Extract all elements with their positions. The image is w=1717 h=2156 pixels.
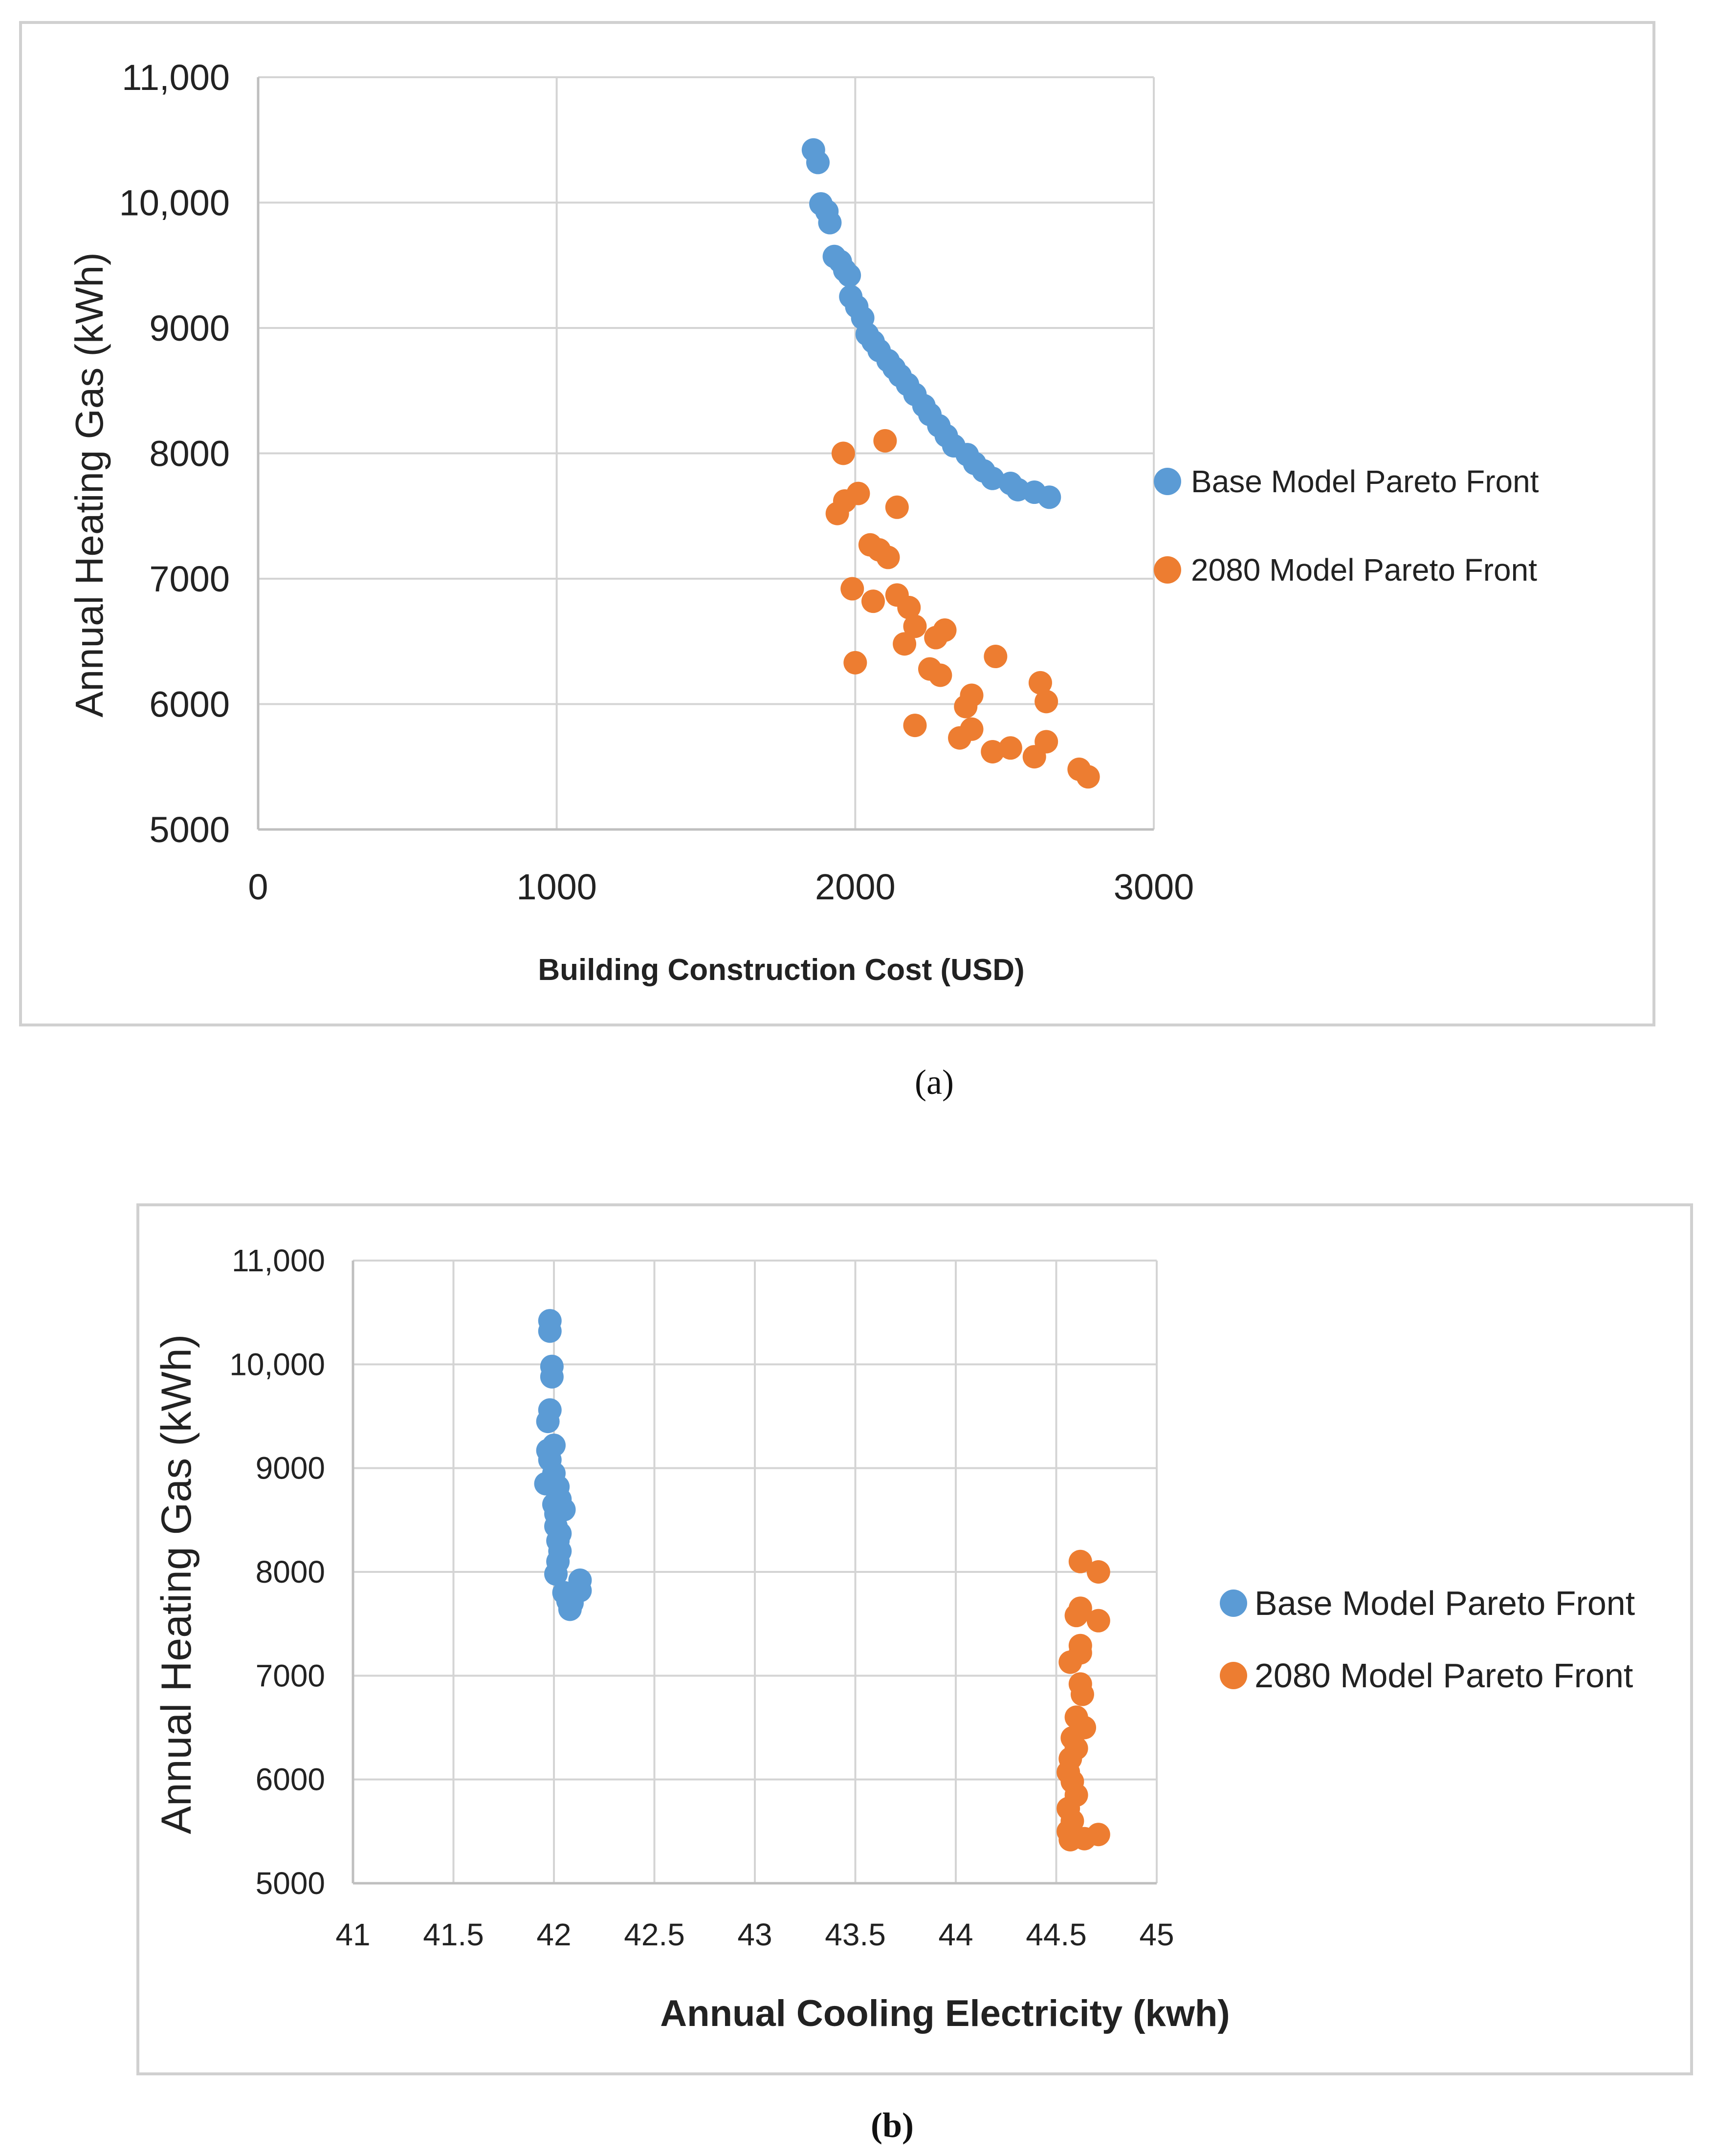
panel-a-y-tick-label: 10,000	[119, 183, 230, 223]
panel-a-point-2080	[903, 714, 927, 738]
panel-b-y-tick-label: 7000	[256, 1658, 325, 1693]
panel-b-x-axis-title: Annual Cooling Electricity (kwh)	[660, 1993, 1230, 2034]
panel-a-y-tick-label: 11,000	[122, 57, 230, 98]
panel-b-gridlines	[352, 1260, 1158, 1885]
panel-b-legend-label-2080: 2080 Model Pareto Front	[1255, 1656, 1633, 1695]
panel-a-legend-label-base: Base Model Pareto Front	[1191, 464, 1539, 499]
panel-a-point-2080	[998, 736, 1022, 760]
panel-b-point-base	[538, 1319, 562, 1343]
panel-a-point-2080	[933, 618, 957, 642]
panel-a-point-2080	[831, 441, 855, 465]
panel-a-legend-label-2080: 2080 Model Pareto Front	[1191, 552, 1537, 588]
panel-b-point-2080	[1070, 1682, 1094, 1706]
panel-b-point-2080	[1086, 1823, 1110, 1847]
panel-b-point-2080	[1086, 1560, 1110, 1584]
panel-b-point-2080	[1086, 1609, 1110, 1633]
panel-a-point-2080	[1076, 765, 1100, 789]
panel-a-point-base	[837, 263, 861, 287]
panel-b-legend-marker-base	[1220, 1590, 1247, 1617]
panel-a-point-2080	[1035, 730, 1058, 754]
panel-a-point-2080	[928, 663, 952, 687]
panel-b-y-tick-label: 10,000	[229, 1347, 325, 1382]
panel-a-y-tick-label: 8000	[149, 434, 230, 474]
panel-b-x-tick-label: 41	[335, 1917, 370, 1952]
panel-b-x-tick-label: 43.5	[825, 1917, 886, 1952]
panel-b-point-base	[558, 1597, 582, 1621]
panel-a-point-base	[1037, 485, 1061, 509]
panel-b-point-base	[540, 1365, 564, 1389]
panel-a-point-2080	[846, 481, 870, 505]
panel-a-y-ticks: 5000 6000 7000 8000 9000 10,000 11,000	[119, 57, 230, 850]
panel-a-legend-marker-base	[1154, 468, 1181, 495]
panel-b-y-tick-label: 9000	[256, 1451, 325, 1486]
panel-a-chart: 5000 6000 7000 8000 9000 10,000 11,000 0 1000 20…	[19, 21, 1655, 1026]
panel-a-legend-marker-2080	[1154, 556, 1181, 584]
panel-b-point-2080	[1064, 1604, 1088, 1628]
panel-a-point-base	[806, 151, 830, 174]
panel-a-point-2080	[903, 614, 927, 638]
panel-b-x-ticks: 41 41.5 42 42.5 43 43.5 44 44.5 45	[335, 1917, 1174, 1952]
panel-b-y-tick-label: 6000	[256, 1762, 325, 1797]
panel-b-point-2080	[1068, 1549, 1092, 1573]
panel-a-gridlines	[257, 76, 1155, 831]
panel-b-legend-marker-2080	[1220, 1662, 1247, 1689]
panel-a-point-2080	[897, 595, 921, 619]
panel-b-point-base	[544, 1562, 568, 1586]
panel-b-legend: Base Model Pareto Front 2080 Model Paret…	[1220, 1584, 1635, 1695]
panel-b-y-tick-label: 11,000	[232, 1243, 325, 1278]
panel-a-point-2080	[861, 589, 885, 613]
panel-a-x-tick-label: 0	[248, 867, 268, 907]
panel-a-point-2080	[893, 632, 917, 656]
panel-a-x-tick-label: 1000	[516, 867, 597, 907]
panel-a-point-2080	[984, 645, 1008, 669]
panel-b-x-tick-label: 42	[536, 1917, 571, 1952]
panel-a-point-2080	[876, 545, 900, 569]
panel-a-caption: (a)	[915, 1063, 954, 1102]
panel-b-points	[534, 1309, 1110, 1851]
panel-b-x-tick-label: 44	[938, 1917, 973, 1952]
panel-b-legend-label-base: Base Model Pareto Front	[1255, 1584, 1635, 1622]
panel-b-x-tick-label: 43	[737, 1917, 772, 1952]
panel-a-point-2080	[843, 651, 867, 675]
panel-b-x-tick-label: 44.5	[1026, 1917, 1087, 1952]
panel-a-point-2080	[873, 429, 897, 453]
panel-b-point-base	[536, 1410, 560, 1434]
panel-a-x-ticks: 0 1000 2000 3000	[248, 867, 1194, 907]
panel-a-point-2080	[981, 740, 1005, 763]
panel-b-y-tick-label: 8000	[256, 1554, 325, 1590]
panel-b-x-tick-label: 45	[1139, 1917, 1174, 1952]
panel-a-y-tick-label: 6000	[149, 684, 230, 725]
panel-b-caption: (b)	[871, 2106, 914, 2145]
panel-b-y-tick-label: 5000	[256, 1866, 325, 1901]
panel-a-y-tick-label: 9000	[149, 308, 230, 348]
panel-a-x-axis-title: Building Construction Cost (USD)	[538, 953, 1024, 987]
panel-a-points	[801, 138, 1100, 789]
panel-a-point-2080	[954, 695, 978, 719]
panel-b-y-axis-title: Annual Heating Gas (kWh)	[153, 1334, 200, 1834]
panel-b-frame	[136, 1203, 1693, 2075]
panel-a-y-tick-label: 5000	[149, 809, 230, 850]
panel-a-point-2080	[1035, 690, 1058, 714]
panel-b-point-2080	[1058, 1650, 1082, 1674]
panel-a-point-base	[981, 466, 1005, 490]
panel-a-legend: Base Model Pareto Front 2080 Model Paret…	[1154, 464, 1539, 588]
panel-a-y-tick-label: 7000	[149, 559, 230, 599]
panel-a-point-base	[818, 211, 842, 235]
panel-b-x-tick-label: 41.5	[423, 1917, 484, 1952]
panel-a-x-tick-label: 2000	[815, 867, 896, 907]
panel-a-point-2080	[948, 726, 972, 750]
panel-b-x-tick-label: 42.5	[624, 1917, 685, 1952]
panel-a-x-tick-label: 3000	[1114, 867, 1194, 907]
panel-a-y-axis-title: Annual Heating Gas (kWh)	[67, 252, 111, 718]
panel-a-point-2080	[1028, 671, 1052, 695]
panel-b-y-ticks: 5000 6000 7000 8000 9000 10,000 11,000	[229, 1243, 325, 1901]
panel-a-point-2080	[885, 495, 909, 519]
panel-a-point-2080	[840, 577, 864, 601]
